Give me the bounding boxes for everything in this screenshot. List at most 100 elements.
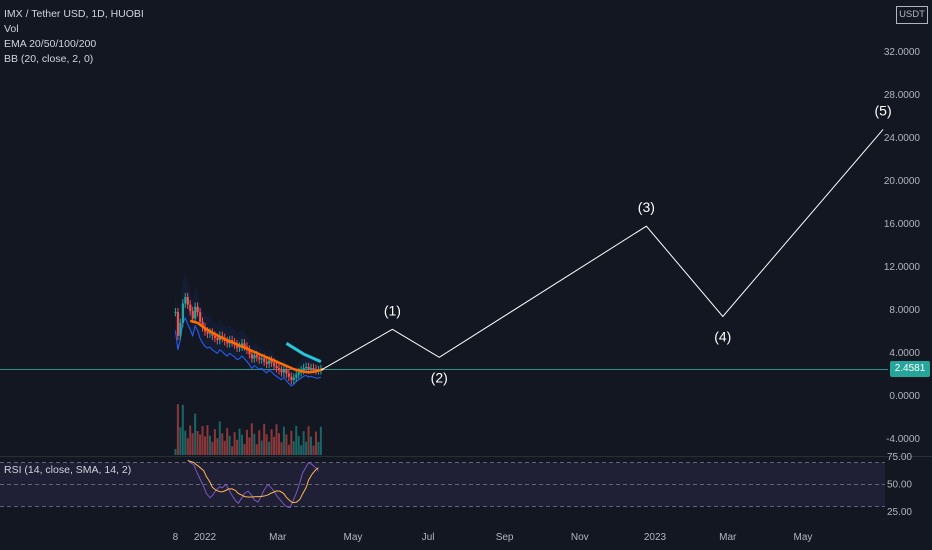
candle-body (208, 332, 212, 334)
wave-line (320, 129, 884, 371)
last-price-tag: 2.4581 (890, 361, 930, 377)
volume-bar (206, 425, 209, 455)
volume-bar (243, 443, 246, 455)
price-tick-label: 8.0000 (889, 305, 920, 316)
candle-body (176, 312, 180, 336)
candle-body (295, 374, 298, 378)
candle-body (248, 349, 251, 355)
legend-bollinger[interactable]: BB (20, close, 2, 0) (4, 53, 94, 65)
volume-bar (260, 440, 263, 455)
candle-body (238, 346, 241, 348)
candle-body (258, 357, 261, 360)
volume-bar (292, 441, 295, 455)
volume-bar (280, 442, 283, 455)
volume-bar (184, 430, 187, 455)
time-tick-label: 2022 (194, 532, 217, 543)
legend-volume[interactable]: Vol (4, 23, 19, 35)
candle-body (275, 365, 278, 369)
candle-body (255, 355, 258, 358)
volume-bar (216, 438, 219, 455)
rsi-ma-line (187, 459, 319, 504)
volume-bar (221, 433, 224, 455)
volume-bar (285, 434, 288, 455)
wave-label: (5) (875, 102, 892, 118)
volume-bar (236, 439, 239, 455)
price-tick-label: 28.0000 (884, 90, 921, 101)
volume-bar (228, 435, 231, 455)
wave-label: (4) (714, 328, 731, 344)
candle-body (277, 368, 281, 371)
volume-bar (268, 441, 271, 455)
volume-bar (317, 442, 320, 455)
volume-bar (305, 441, 308, 455)
candle-body (307, 366, 310, 370)
price-axis: -4.0000 0.0000 4.0000 8.0000 12.0000 16.0000 2… (884, 47, 921, 518)
volume-bar (181, 404, 184, 455)
volume-bar (238, 428, 241, 455)
wave-label: (2) (431, 369, 448, 385)
legend-ema[interactable]: EMA 20/50/100/200 (4, 38, 97, 50)
rsi-tick-label: 25.00 (887, 507, 912, 518)
wave-label: (1) (384, 302, 401, 318)
volume-bar (300, 445, 303, 455)
volume-bar (201, 426, 204, 455)
currency-label[interactable]: USDT (896, 6, 928, 24)
volume-bar (265, 434, 268, 455)
candle-body (174, 312, 177, 314)
volume-bar (194, 413, 197, 455)
volume-bar (218, 421, 221, 455)
elliott-wave-projection: (1) (2) (3) (4) (5) (320, 102, 892, 385)
price-tick-label: -4.0000 (886, 434, 920, 445)
candle-body (243, 343, 246, 347)
time-tick-label: Jul (422, 532, 435, 543)
candle-body (263, 358, 266, 362)
candle-body (196, 306, 199, 313)
rsi-legend[interactable]: RSI (14, close, SMA, 14, 2) (4, 464, 132, 476)
volume-bar (208, 435, 211, 455)
time-tick-label: May (793, 532, 812, 543)
candle-body (216, 337, 219, 341)
candle-body (282, 369, 286, 373)
candle-body (226, 341, 229, 344)
volume-bar (191, 433, 194, 455)
candle-body (302, 368, 305, 371)
candle-body (213, 335, 217, 338)
volume-bar (176, 404, 179, 455)
volume-bar (231, 446, 234, 455)
legend-symbol[interactable]: IMX / Tether USD, 1D, HUOBI (4, 8, 144, 20)
time-tick-label: Mar (269, 532, 287, 543)
candle-body (206, 331, 209, 334)
volume-bar (314, 431, 317, 455)
candle-body (194, 306, 197, 319)
price-tick-label: 12.0000 (884, 262, 921, 273)
volume-bar (295, 425, 298, 455)
candle-body (285, 369, 288, 374)
volume-bar (258, 430, 261, 455)
volume-bar (263, 423, 266, 455)
volume-bar (233, 432, 236, 455)
candle-body (189, 304, 192, 312)
candle-body (260, 358, 263, 360)
wave-label: (3) (638, 199, 655, 215)
rsi-tick-label: 50.00 (887, 480, 912, 491)
price-tick-label: 32.0000 (884, 47, 921, 58)
volume-bar (275, 424, 278, 455)
candlesticks (174, 292, 323, 385)
time-tick-label: May (343, 532, 362, 543)
volume-bar (250, 423, 253, 455)
price-tick-label: 20.0000 (884, 176, 921, 187)
volume-bar (213, 429, 216, 455)
volume-bar (297, 436, 300, 455)
time-tick-label: Nov (571, 532, 589, 543)
candle-body (305, 366, 308, 369)
volume-bars (174, 404, 322, 455)
price-tick-label: 0.0000 (889, 391, 920, 402)
candle-body (270, 360, 273, 363)
candle-body (179, 322, 182, 336)
candle-body (211, 332, 214, 336)
price-tick-label: 16.0000 (884, 219, 921, 230)
candle-body (314, 369, 318, 371)
candle-body (265, 361, 268, 364)
candle-body (186, 297, 189, 305)
